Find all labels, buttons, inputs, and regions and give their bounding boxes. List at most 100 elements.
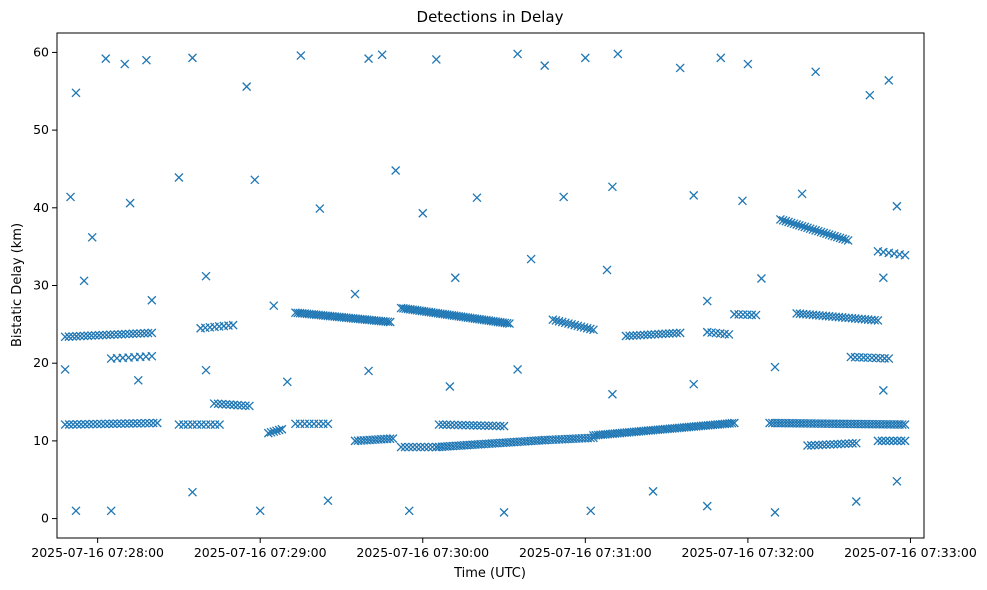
data-point-marker — [388, 434, 398, 444]
data-point-marker — [147, 351, 157, 361]
data-point-marker — [274, 425, 284, 435]
data-point-marker — [229, 400, 239, 410]
data-point-marker — [859, 353, 868, 362]
data-point-marker — [897, 420, 907, 429]
data-point-marker — [120, 59, 130, 69]
data-point-marker — [76, 419, 86, 429]
data-point-marker — [132, 329, 142, 339]
data-point-marker — [188, 487, 197, 497]
data-point-marker — [863, 353, 873, 363]
data-point-marker — [250, 175, 260, 185]
data-point-marker — [391, 166, 401, 175]
data-point-marker — [139, 328, 149, 338]
data-point-marker — [738, 196, 747, 206]
data-point-marker — [80, 419, 90, 429]
data-point-marker — [770, 362, 780, 372]
data-point-marker — [797, 189, 807, 199]
data-point-marker — [884, 75, 894, 85]
data-point-marker — [431, 54, 441, 64]
data-point-marker — [217, 399, 227, 409]
data-point-marker — [689, 190, 699, 200]
data-point-marker — [457, 420, 467, 430]
data-point-marker — [657, 329, 667, 339]
data-point-marker — [383, 317, 393, 327]
data-point-marker — [442, 420, 452, 430]
data-point-marker — [513, 364, 523, 374]
data-point-marker — [724, 329, 734, 339]
data-point-marker — [404, 506, 414, 516]
data-point-marker — [877, 436, 887, 446]
data-point-marker — [727, 418, 737, 428]
data-point-marker — [689, 379, 699, 389]
data-point-marker — [408, 442, 418, 452]
data-point-marker — [588, 325, 598, 335]
data-point-marker — [228, 320, 238, 330]
data-point-marker — [675, 63, 685, 73]
data-point-marker — [60, 364, 70, 374]
data-point-marker — [840, 439, 850, 449]
data-point-marker — [526, 254, 536, 264]
data-point-marker — [797, 221, 807, 231]
data-point-marker — [472, 421, 482, 430]
data-point-marker — [875, 353, 885, 363]
data-point-marker — [607, 182, 617, 192]
data-point-marker — [124, 419, 134, 428]
x-tick-label: 2025-07-16 07:29:00 — [194, 545, 327, 560]
data-point-marker — [144, 418, 154, 428]
data-point-marker — [255, 506, 265, 516]
ticks-layer: 2025-07-16 07:28:00 2025-07-16 07:29:00 20… — [31, 44, 977, 560]
data-point-marker — [412, 442, 422, 452]
data-point-marker — [635, 330, 645, 340]
data-point-marker — [133, 375, 143, 385]
x-tick-label: 2025-07-16 07:28:00 — [31, 545, 164, 560]
data-point-marker — [716, 53, 726, 63]
data-point-marker — [811, 225, 821, 235]
data-point-marker — [794, 220, 804, 230]
data-point-marker — [786, 218, 796, 228]
data-point-marker — [105, 330, 115, 340]
data-point-marker — [585, 324, 595, 334]
data-point-marker — [68, 419, 78, 429]
data-point-marker — [832, 232, 842, 242]
data-point-marker — [632, 330, 642, 340]
data-point-marker — [729, 418, 739, 428]
data-point-marker — [827, 230, 837, 240]
data-point-marker — [71, 331, 81, 341]
data-point-marker — [825, 440, 835, 449]
data-point-marker — [643, 330, 653, 340]
data-point-marker — [851, 438, 861, 448]
data-point-marker — [778, 215, 788, 225]
data-point-marker — [775, 215, 785, 224]
data-point-marker — [808, 225, 818, 234]
data-point-marker — [881, 436, 891, 446]
data-point-marker — [844, 439, 854, 449]
y-axis-title: Bistatic Delay (km) — [10, 223, 25, 347]
data-point-marker — [120, 419, 130, 429]
data-point-marker — [484, 421, 494, 431]
data-point-marker — [646, 330, 656, 340]
y-tick-label: 30 — [33, 278, 49, 293]
x-tick-label: 2025-07-16 07:32:00 — [682, 545, 815, 560]
data-point-marker — [98, 330, 108, 340]
data-point-marker — [702, 296, 712, 306]
data-point-marker — [434, 420, 444, 430]
data-point-marker — [233, 400, 243, 410]
data-point-marker — [851, 497, 861, 506]
data-point-marker — [664, 329, 674, 338]
data-point-marker — [751, 310, 761, 320]
data-point-marker — [829, 439, 839, 449]
data-point-marker — [315, 204, 325, 214]
data-point-marker — [621, 331, 631, 341]
data-point-marker — [792, 220, 802, 229]
data-point-marker — [838, 234, 848, 244]
data-point-marker — [385, 434, 395, 444]
data-point-marker — [152, 418, 162, 428]
data-point-marker — [143, 328, 153, 338]
data-point-marker — [221, 399, 231, 409]
data-point-marker — [124, 329, 134, 339]
data-point-marker — [424, 442, 433, 452]
data-point-marker — [803, 441, 812, 451]
data-point-marker — [648, 486, 658, 496]
data-point-marker — [672, 328, 682, 338]
data-point-marker — [900, 436, 910, 446]
